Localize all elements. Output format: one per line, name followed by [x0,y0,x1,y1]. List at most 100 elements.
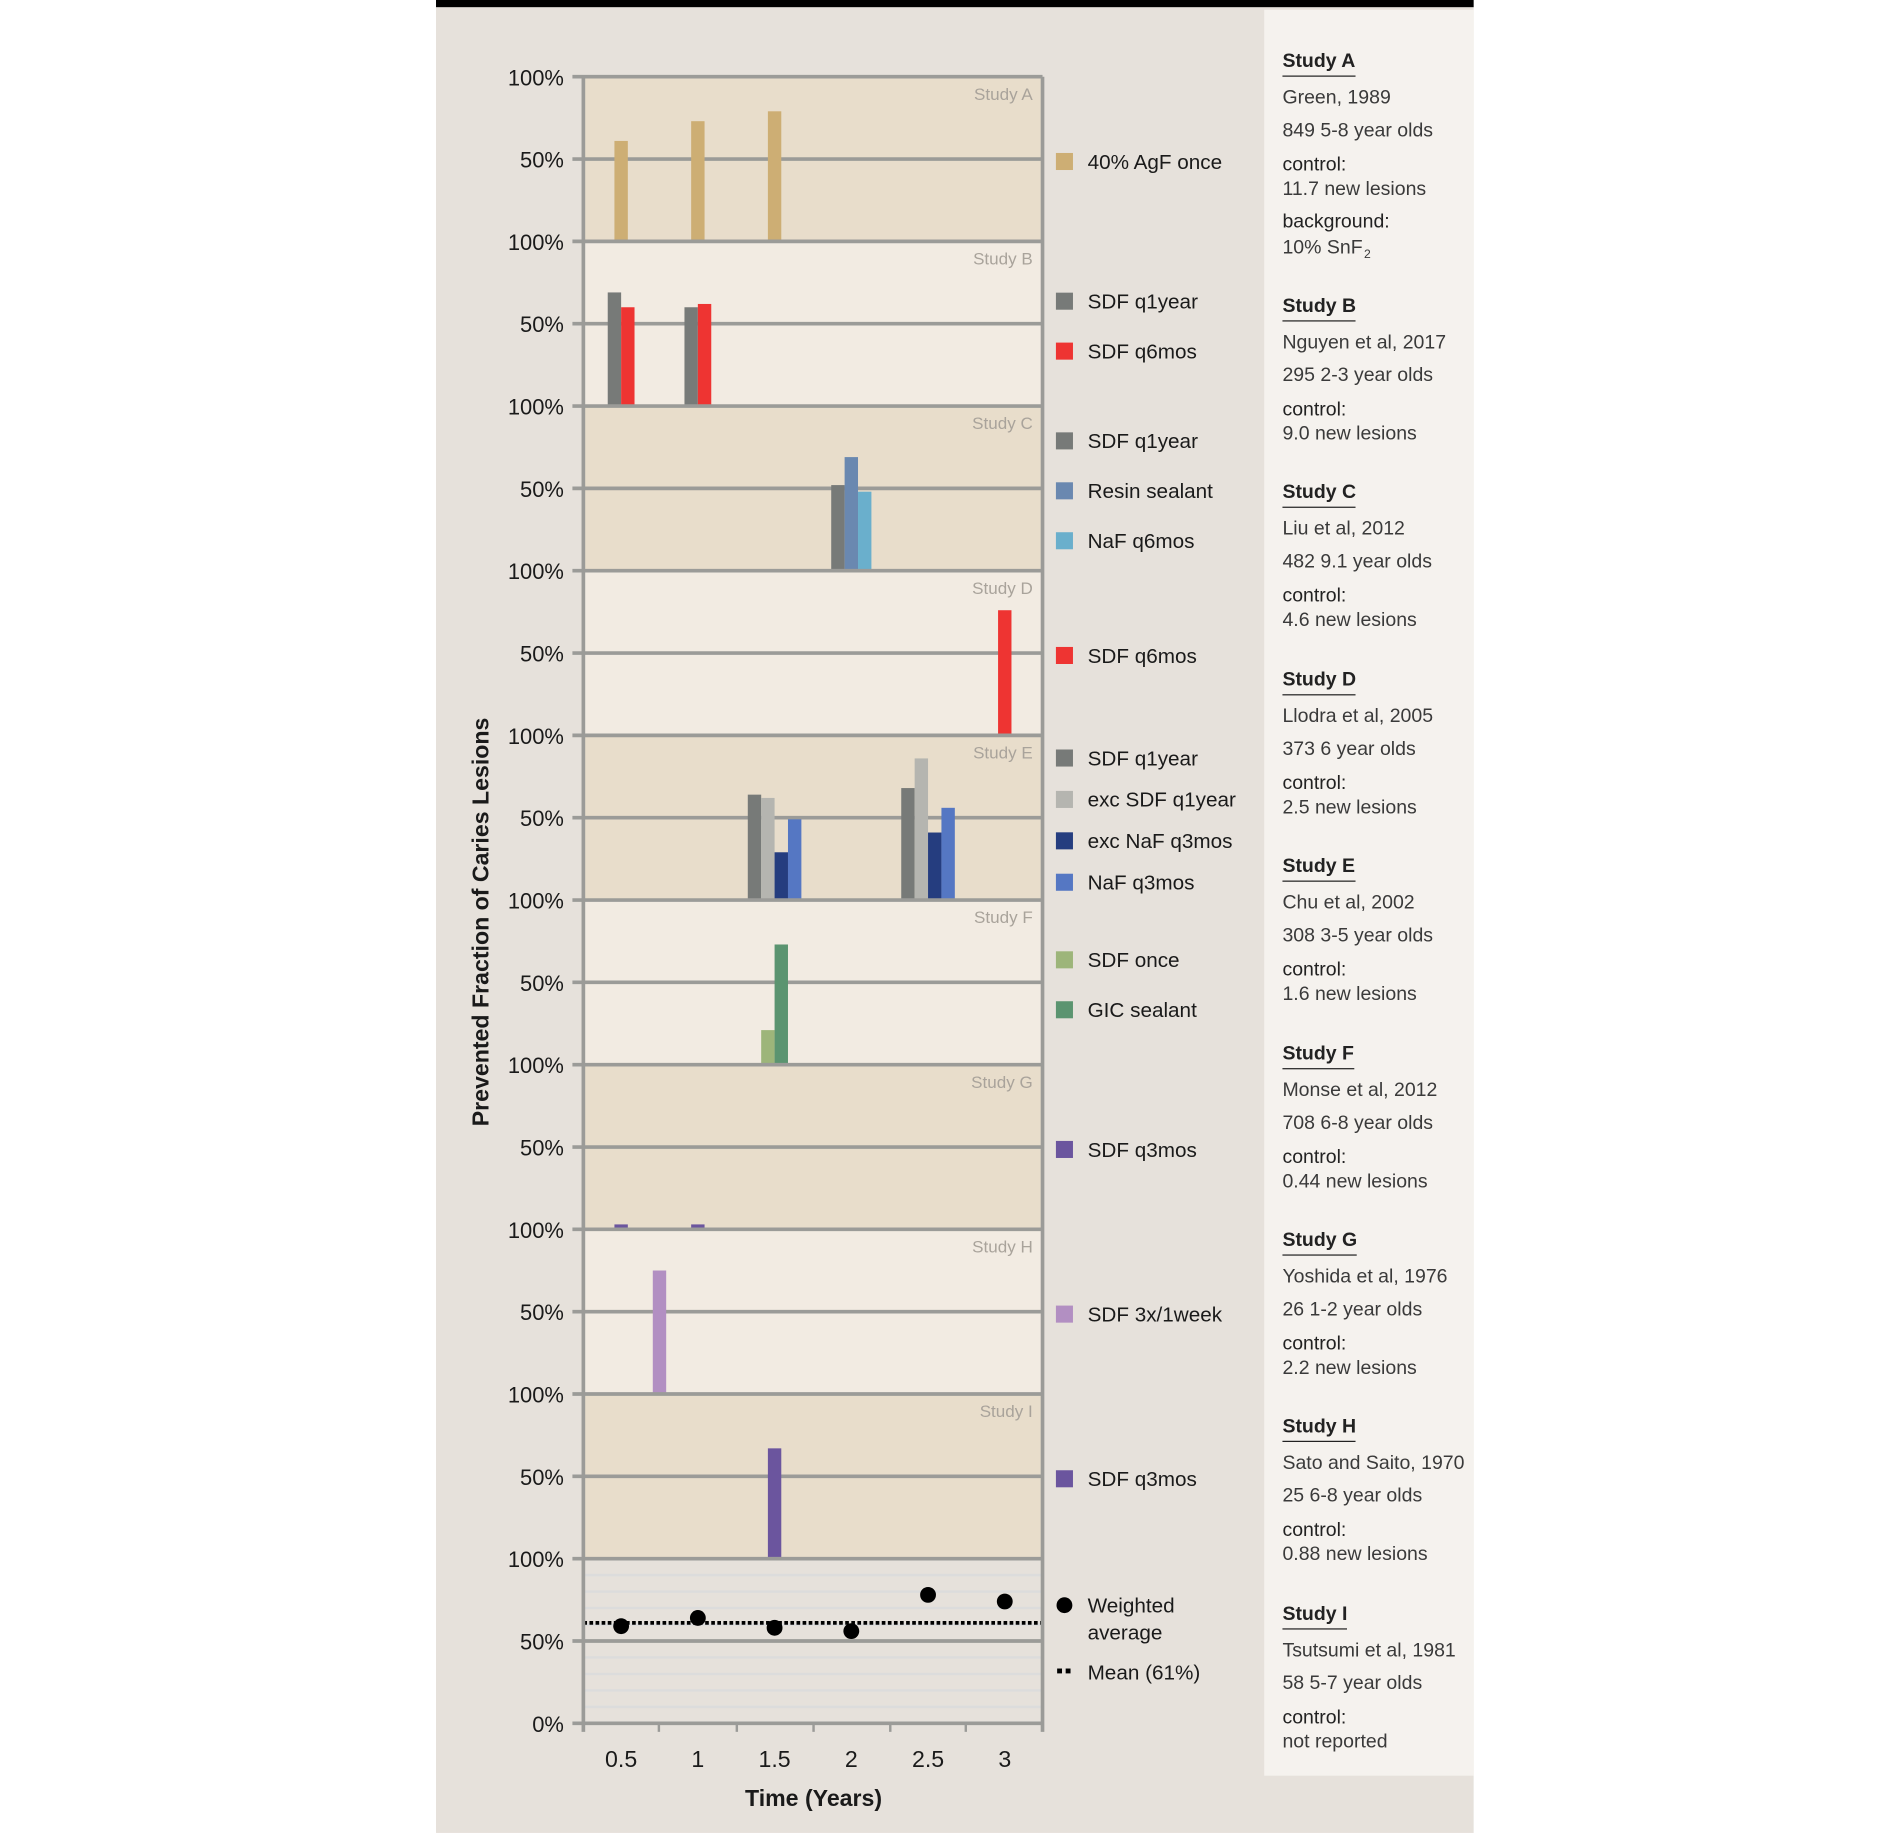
legend-swatch [1055,790,1073,808]
legend-swatch [1055,152,1073,171]
legend-swatch [1055,1305,1073,1323]
weighted-average-point [689,1610,706,1626]
legend-swatch [1055,646,1073,664]
panel-label: Study I [980,1402,1033,1421]
legend-swatch [1055,342,1073,360]
legend-label: SDF q1year [1088,747,1198,770]
y-tick-label: 50% [520,148,564,173]
study-citation: Liu et al, 2012 [1282,519,1405,541]
bar-sdf-q6mos [697,303,712,407]
study-citation: Green, 1989 [1282,87,1391,109]
study-sample: 482 9.1 year olds [1282,552,1432,573]
x-tick-label: 1 [691,1746,704,1772]
bar-40-agf-once [691,121,705,242]
legend-label: SDF q6mos [1088,645,1197,668]
study-control-value: 2.2 new lesions [1282,1357,1417,1379]
y-tick-label: 100% [508,724,564,749]
study-control-value: 1.6 new lesions [1282,984,1417,1005]
y-tick-label: 50% [520,1136,564,1161]
study-control-label: control: [1282,1520,1347,1542]
study-citation: Monse et al, 2012 [1282,1079,1438,1101]
study-sample: 295 2-3 year olds [1282,365,1434,387]
bar-sdf-q1year [684,307,698,407]
y-tick-label: 100% [508,559,564,584]
study-citation: Tsutsumi et al, 1981 [1282,1640,1456,1661]
legend-label: SDF q1year [1088,430,1198,453]
study-sample: 25 6-8 year olds [1282,1486,1423,1508]
bar-sdf-q3mos [614,1224,628,1230]
bar-40-agf-once [767,111,782,242]
study-sample: 849 5-8 year olds [1282,120,1434,142]
study-background-label: background: [1282,211,1390,233]
legend-label-mean: Mean (61%) [1088,1661,1201,1684]
bar-exc-sdf-q1year [761,797,775,901]
study-title: Study D [1282,670,1357,696]
bar-sdf-q3mos [767,1448,782,1559]
study-sample: 308 3-5 year olds [1282,925,1434,947]
legend-mean-dash [1057,1668,1063,1674]
legend-swatch [1055,482,1073,500]
y-tick-label: 100% [508,230,564,255]
y-tick-label: 50% [520,312,564,337]
legend-label: NaF q6mos [1088,530,1195,553]
legend-label: SDF q3mos [1088,1468,1197,1491]
study-control-label: control: [1282,1333,1347,1355]
bar-sdf-q1year [607,292,622,407]
legend-label: GIC sealant [1088,999,1197,1022]
study-control-value: not reported [1282,1731,1388,1753]
bar-naf-q3mos [787,819,802,901]
study-title: Study F [1282,1043,1354,1069]
panel-label: Study D [972,579,1033,598]
study-sample: 373 6 year olds [1282,739,1416,760]
y-tick-label: 50% [520,971,564,996]
bar-sdf-once [761,1030,775,1065]
panel-label: Study G [971,1073,1033,1092]
y-tick-label: 100% [508,889,564,914]
bar-exc-sdf-q1year [914,758,929,901]
panel-label: Study C [972,414,1033,433]
study-control-value: 2.5 new lesions [1282,797,1417,819]
panel-label: Study E [973,744,1033,763]
legend-swatch [1055,832,1073,850]
subscript: 2 [1364,248,1371,262]
study-title: Study I [1282,1604,1348,1630]
study-control-label: control: [1282,154,1347,176]
legend-mean-dash [1065,1668,1071,1674]
study-title: Study H [1282,1417,1357,1443]
study-citation: Sato and Saito, 1970 [1282,1453,1465,1475]
legend-label: NaF q3mos [1088,872,1195,895]
study-control-label: control: [1282,586,1347,607]
x-tick-label: 2 [845,1746,858,1772]
legend-swatch [1055,1140,1073,1158]
y-tick-label: 50% [520,1630,564,1655]
x-tick-label: 1.5 [759,1746,791,1772]
bar-sdf-q6mos [998,610,1012,736]
study-sample: 26 1-2 year olds [1282,1299,1423,1321]
y-tick-label: 50% [520,1300,564,1325]
panel-label: Study H [972,1237,1033,1256]
legend-swatch [1055,432,1073,450]
bar-sdf-q1year [831,485,845,571]
weighted-average-point [766,1619,783,1636]
legend-label: SDF q1year [1088,290,1198,313]
study-citation: Llodra et al, 2005 [1282,706,1434,727]
legend-label: exc SDF q1year [1088,789,1236,812]
legend-swatch [1055,1470,1073,1488]
legend-label: SDF 3x/1week [1088,1303,1223,1326]
legend-swatch [1055,1001,1073,1019]
study-control-value: 9.0 new lesions [1282,423,1417,445]
y-tick-label: 100% [508,1383,564,1408]
study-title: Study B [1282,296,1357,322]
legend-label-weighted-average: Weighted average [1088,1594,1175,1644]
panel-label: Study A [974,85,1033,104]
legend-label: exc NaF q3mos [1088,830,1233,853]
legend-label: SDF q6mos [1088,340,1197,363]
study-title: Study A [1282,51,1356,77]
x-tick-label: 2.5 [912,1746,944,1772]
legend-label-line: average [1088,1621,1163,1644]
y-tick-label: 0% [532,1712,564,1737]
study-control-label: control: [1282,1707,1347,1728]
study-title: Study G [1282,1230,1358,1256]
study-info-column [1264,9,1474,1776]
